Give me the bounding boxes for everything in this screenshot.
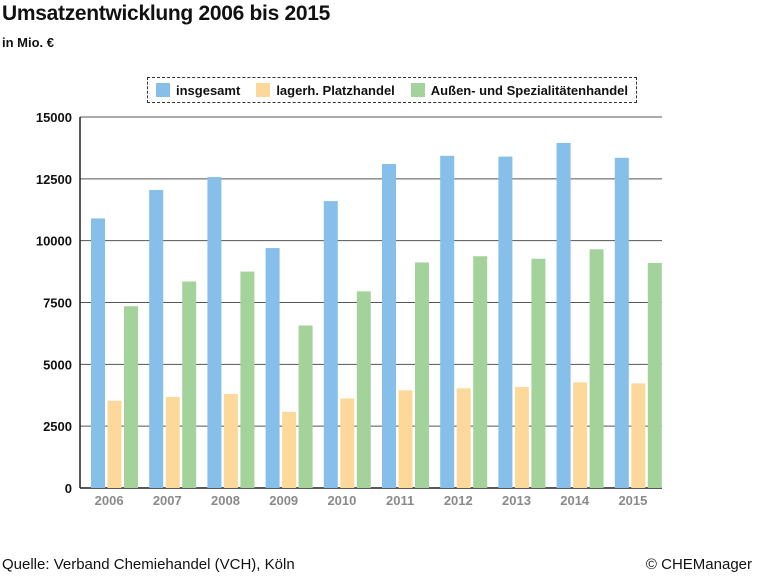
bar-platzhandel — [456, 388, 471, 488]
legend-item-platzhandel: lagerh. Platzhandel — [256, 82, 395, 98]
bar-insgesamt — [382, 163, 396, 488]
chart-subtitle: in Mio. € — [2, 35, 54, 50]
bar-insgesamt — [149, 189, 164, 489]
bar-aussen — [124, 306, 138, 488]
x-tick-label: 2006 — [95, 493, 124, 508]
legend-label-insgesamt: insgesamt — [176, 82, 241, 98]
legend-swatch-aussen — [410, 83, 425, 97]
bar-insgesamt — [91, 218, 105, 488]
bar-insgesamt — [207, 177, 222, 489]
bar-aussen — [589, 249, 604, 488]
bar-aussen — [415, 262, 429, 488]
bar-aussen — [531, 258, 546, 488]
bar-insgesamt — [265, 248, 280, 488]
bar-insgesamt — [323, 201, 338, 489]
bar-platzhandel — [340, 398, 355, 488]
x-tick-label: 2009 — [269, 493, 298, 508]
bar-platzhandel — [223, 394, 238, 488]
legend-label-platzhandel: lagerh. Platzhandel — [276, 82, 395, 98]
bar-platzhandel — [107, 400, 122, 488]
bar-platzhandel — [514, 387, 529, 488]
bar-aussen — [298, 325, 313, 488]
legend-item-aussen: Außen- und Spezialitätenhandel — [410, 82, 628, 98]
y-tick-label: 0 — [65, 481, 72, 496]
bar-aussen — [473, 256, 488, 488]
y-tick-label: 10000 — [36, 234, 72, 249]
x-tick-label: 2015 — [618, 493, 647, 508]
x-tick-label: 2011 — [386, 493, 414, 508]
y-tick-label: 5000 — [43, 357, 72, 372]
bar-aussen — [647, 262, 662, 488]
copyright-note: © CHEManager — [645, 556, 752, 573]
legend: insgesamt lagerh. Platzhandel Außen- und… — [147, 77, 637, 103]
legend-swatch-insgesamt — [156, 83, 170, 97]
y-tick-label: 12500 — [36, 172, 72, 187]
bar-platzhandel — [631, 383, 646, 488]
bar-aussen — [356, 291, 371, 488]
source-note: Quelle: Verband Chemiehandel (VCH), Köln — [2, 556, 295, 573]
x-tick-label: 2012 — [444, 493, 473, 508]
bar-aussen — [182, 281, 197, 488]
y-tick-label: 2500 — [43, 419, 72, 434]
bar-platzhandel — [573, 382, 588, 488]
bar-aussen — [240, 271, 255, 488]
legend-swatch-platzhandel — [256, 83, 271, 97]
x-tick-label: 2008 — [211, 493, 240, 508]
legend-item-insgesamt: insgesamt — [156, 83, 240, 98]
legend-label-aussen: Außen- und Spezialitätenhandel — [430, 82, 628, 98]
y-tick-label: 7500 — [43, 296, 72, 311]
y-tick-label: 15000 — [36, 110, 72, 125]
x-tick-label: 2013 — [502, 493, 531, 508]
bar-insgesamt — [440, 155, 455, 488]
bar-insgesamt — [556, 142, 571, 488]
bar-insgesamt — [498, 156, 513, 488]
bar-platzhandel — [282, 411, 297, 488]
bar-insgesamt — [614, 157, 629, 488]
chart-title: Umsatzentwicklung 2006 bis 2015 — [2, 2, 331, 25]
bar-platzhandel — [165, 396, 180, 488]
bar-platzhandel — [398, 390, 413, 488]
x-tick-label: 2007 — [153, 493, 182, 508]
x-tick-label: 2014 — [560, 493, 590, 508]
x-tick-label: 2010 — [327, 493, 356, 508]
